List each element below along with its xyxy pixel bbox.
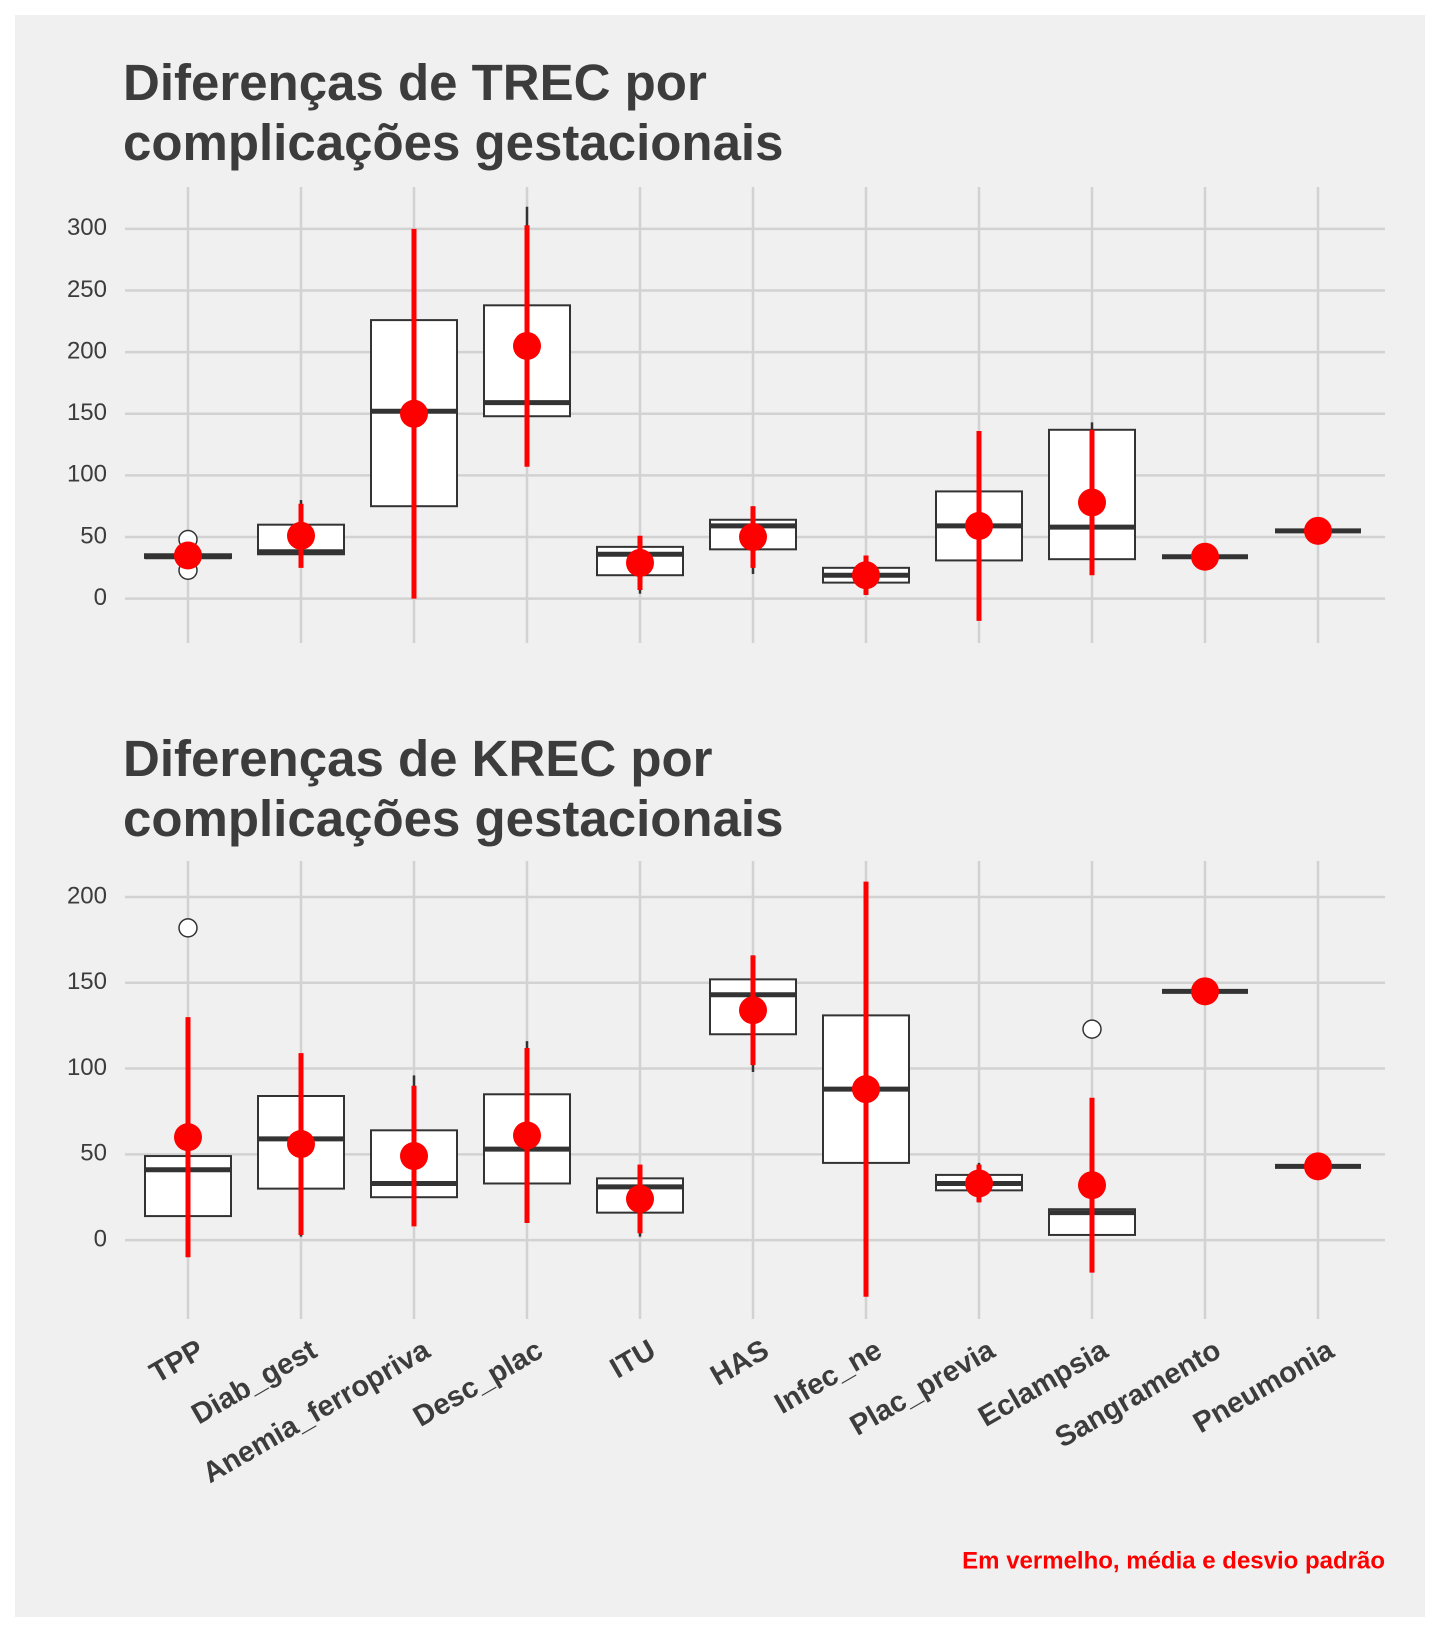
chart-title: Diferenças de KREC por complicações gest… <box>123 730 784 847</box>
mean-dot <box>174 541 202 570</box>
y-tick-label: 0 <box>94 584 107 611</box>
y-tick-label: 100 <box>67 1054 107 1081</box>
mean-dot <box>739 523 767 552</box>
mean-dot <box>739 996 767 1025</box>
mean-dot <box>287 1130 315 1159</box>
y-tick-label: 50 <box>80 522 107 549</box>
mean-dot <box>400 1142 428 1171</box>
mean-dot <box>852 561 880 590</box>
outlier <box>178 918 198 938</box>
mean-dot <box>1191 977 1219 1006</box>
x-tick-label: Desc_plac <box>408 1334 548 1433</box>
mean-dot <box>965 511 993 540</box>
mean-dot <box>513 331 541 360</box>
y-tick-label: 250 <box>67 276 107 303</box>
x-tick-label: TPP <box>144 1334 209 1390</box>
mean-dot <box>626 548 654 577</box>
x-tick-label: ITU <box>605 1334 661 1385</box>
caption: Em vermelho, média e desvio padrão <box>962 1547 1385 1574</box>
mean-dot <box>1304 516 1332 545</box>
y-tick-label: 300 <box>67 214 107 241</box>
mean-dot <box>287 521 315 550</box>
mean-dot <box>174 1123 202 1152</box>
mean-dot <box>1078 488 1106 517</box>
y-tick-label: 50 <box>80 1140 107 1167</box>
x-tick-label: HAS <box>705 1334 774 1392</box>
mean-dot <box>852 1075 880 1104</box>
y-tick-label: 150 <box>67 968 107 995</box>
mean-dot <box>626 1184 654 1213</box>
panel: Diferenças de TREC por complicações gest… <box>15 15 1425 1617</box>
mean-dot <box>1304 1152 1332 1181</box>
mean-dot <box>965 1169 993 1198</box>
chart-title: Diferenças de TREC por complicações gest… <box>123 54 784 171</box>
mean-dot <box>1191 542 1219 571</box>
mean-dot <box>1078 1171 1106 1200</box>
mean-dot <box>400 399 428 428</box>
mean-dot <box>513 1121 541 1150</box>
y-tick-label: 200 <box>67 882 107 909</box>
y-tick-label: 200 <box>67 337 107 364</box>
outlier <box>1082 1019 1102 1039</box>
y-tick-label: 150 <box>67 399 107 426</box>
y-tick-label: 100 <box>67 461 107 488</box>
y-tick-label: 0 <box>94 1225 107 1252</box>
